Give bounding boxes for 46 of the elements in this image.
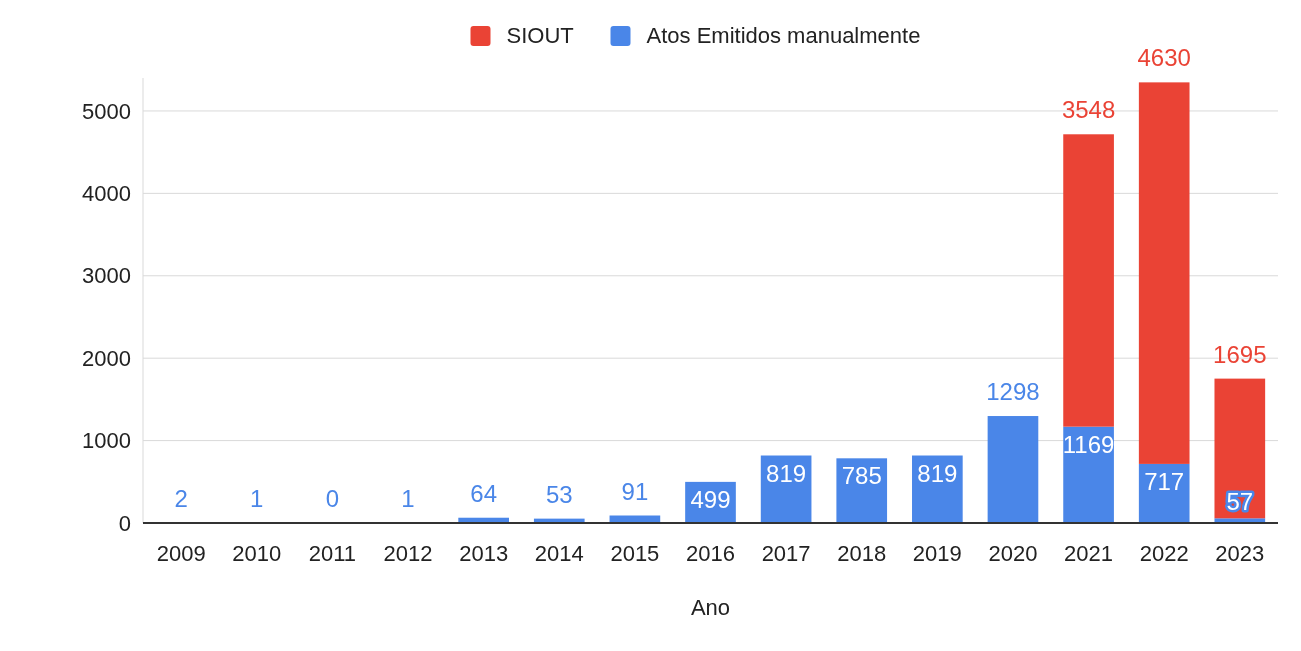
- data-label: 3548: [1061, 96, 1116, 124]
- data-label: 717: [1144, 467, 1185, 495]
- x-tick-label: 2016: [686, 541, 735, 566]
- data-label: 819: [917, 459, 958, 487]
- legend-label: SIOUT: [506, 23, 574, 48]
- data-label: 1: [401, 484, 415, 512]
- y-tick-label: 2000: [82, 345, 131, 371]
- x-tick-label: 2014: [534, 541, 584, 566]
- data-label: 1: [250, 484, 264, 512]
- data-label: 785: [841, 462, 882, 490]
- x-tick-label: 2019: [912, 541, 962, 566]
- x-tick-label: 2013: [459, 541, 509, 566]
- x-axis-title: Ano: [690, 595, 731, 620]
- y-tick-label: 5000: [82, 98, 131, 124]
- data-label: 1695: [1213, 340, 1267, 368]
- data-label: 4630: [1137, 44, 1191, 72]
- data-label: 0: [325, 485, 340, 512]
- bar: [987, 416, 1039, 523]
- x-tick-label: 2015: [610, 541, 660, 566]
- data-label: 57: [1226, 488, 1254, 516]
- data-label: 64: [470, 479, 497, 507]
- x-tick-label: 2020: [988, 541, 1038, 566]
- y-tick-label: 4000: [82, 181, 131, 207]
- data-label: 499: [690, 485, 731, 513]
- data-label: 2: [174, 484, 188, 512]
- y-tick-label: 0: [118, 510, 131, 536]
- data-label: 1169: [1062, 430, 1115, 458]
- x-tick-label: 2022: [1139, 541, 1189, 566]
- x-tick-label: 2010: [232, 541, 282, 566]
- y-tick-label: 3000: [82, 263, 131, 289]
- data-label: 53: [545, 480, 573, 508]
- data-label: 91: [621, 477, 649, 505]
- x-tick-label: 2017: [761, 541, 811, 566]
- x-tick-label: 2012: [383, 541, 433, 566]
- bar: [1214, 378, 1266, 519]
- x-tick-label: 2018: [837, 541, 887, 566]
- data-label: 819: [766, 459, 807, 487]
- bar: [1138, 82, 1190, 464]
- legend-label: Atos Emitidos manualmente: [646, 23, 921, 48]
- x-tick-label: 2023: [1215, 541, 1265, 566]
- y-tick-label: 1000: [82, 428, 131, 454]
- bar: [1063, 134, 1114, 427]
- x-tick-label: 2009: [156, 541, 206, 566]
- data-label: 1298: [986, 378, 1040, 406]
- x-tick-label: 2021: [1064, 541, 1114, 566]
- x-tick-label: 2011: [308, 541, 357, 566]
